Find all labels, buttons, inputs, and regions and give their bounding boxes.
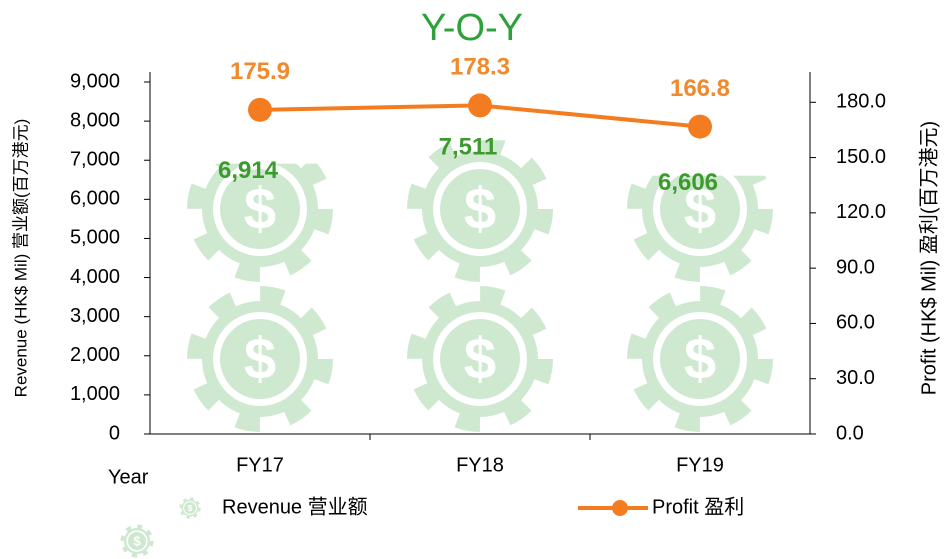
- legend-swatch: [612, 500, 628, 516]
- y2-tick-label: 150.0: [836, 146, 886, 168]
- icon: [123, 527, 151, 555]
- bar: [625, 175, 775, 434]
- data-label: 175.9: [230, 58, 290, 85]
- bar: [185, 163, 335, 434]
- point: [248, 97, 272, 122]
- data-label: 6,914: [218, 157, 279, 184]
- x-tick-label: FY18: [456, 454, 504, 476]
- y-tick-label: 3,000: [70, 305, 120, 327]
- y2-tick-label: 120.0: [836, 201, 886, 223]
- y2-tick-label: 60.0: [836, 312, 875, 334]
- y-tick-label: 7,000: [70, 149, 120, 171]
- y2-tick-label: 0.0: [836, 422, 864, 444]
- y-tick-label: 1,000: [70, 383, 120, 405]
- y-axis-title: Revenue (HK$ Mil) 营业额(百万港元): [11, 119, 30, 398]
- y-tick-label: 6,000: [70, 188, 120, 210]
- data-label: 166.8: [670, 75, 730, 102]
- y2-tick-label: 30.0: [836, 367, 875, 389]
- x-tick-label: FY17: [236, 454, 284, 476]
- data-label: 178.3: [450, 54, 510, 81]
- legend-swatch: [181, 499, 199, 517]
- point: [468, 93, 492, 118]
- y-tick-label: 4,000: [70, 266, 120, 288]
- data-label: 7,511: [439, 134, 498, 161]
- y-tick-label: 8,000: [70, 109, 120, 131]
- y-tick-label: 0: [109, 422, 120, 444]
- y-tick-label: 5,000: [70, 227, 120, 249]
- data-label: 6,606: [658, 169, 718, 196]
- y2-axis-title: Profit (HK$ Mil) 盈利(百万港元): [917, 121, 940, 395]
- point: [688, 114, 712, 139]
- x-axis-title: Year: [108, 466, 149, 488]
- y2-tick-label: 180.0: [836, 91, 886, 113]
- legend-label: Revenue 营业额: [222, 495, 368, 518]
- y-tick-label: 2,000: [70, 344, 120, 366]
- y-tick-label: 9,000: [70, 70, 120, 92]
- chart-title: Y-O-Y: [421, 7, 523, 49]
- legend-label: Profit 盈利: [652, 495, 744, 518]
- bar: [405, 140, 555, 434]
- x-tick-label: FY19: [676, 454, 724, 476]
- y2-tick-label: 90.0: [836, 256, 875, 278]
